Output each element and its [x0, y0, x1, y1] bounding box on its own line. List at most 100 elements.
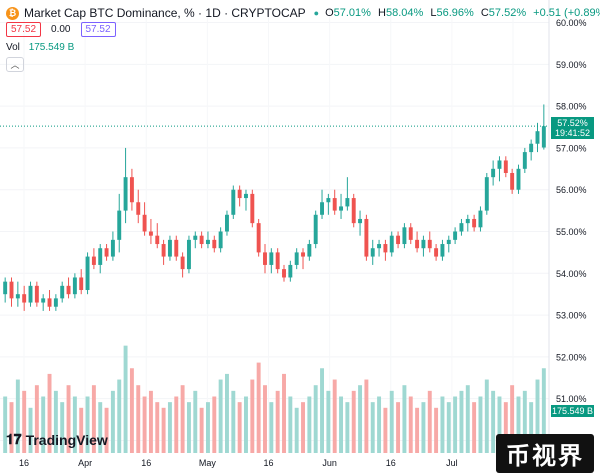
volume-bar [459, 390, 464, 453]
volume-bar [22, 390, 27, 453]
volume-bar [415, 407, 420, 453]
open-label: O [325, 7, 334, 19]
candle-body [320, 202, 324, 215]
bitcoin-icon: ₿ [6, 6, 19, 20]
candle-body [313, 214, 318, 245]
volume-bar [402, 385, 407, 453]
volume-bar [237, 402, 242, 453]
symbol-title[interactable]: Market Cap BTC Dominance, % · 1D · CRYPT… [24, 6, 306, 20]
candle-body [98, 248, 103, 265]
volume-bar [320, 368, 324, 453]
candle-body [79, 277, 84, 291]
volume-bar [522, 390, 527, 453]
volume-bar [351, 390, 356, 453]
volume-bar [3, 396, 8, 453]
volume-bar [497, 396, 502, 453]
volume-bar [269, 402, 274, 453]
candle-body [288, 264, 293, 278]
volume-bar [465, 385, 470, 453]
close-value: 57.52% [488, 7, 527, 19]
volume-value: 175.549 B [28, 42, 75, 53]
volume-bar [332, 379, 337, 453]
candle-body [15, 294, 20, 299]
candle-body [28, 285, 33, 303]
candle-body [415, 239, 420, 249]
candle-body [174, 239, 179, 257]
candle-body [180, 256, 185, 270]
volume-bar [484, 379, 489, 453]
candle-body [377, 244, 382, 249]
volume-bar [427, 390, 432, 453]
y-tick-label: 52.00% [556, 352, 587, 362]
last-price-value: 57.52% [557, 118, 588, 128]
candle-body [446, 239, 451, 245]
candle-body [237, 189, 242, 199]
volume-label: Vol [6, 42, 20, 53]
volume-legend[interactable]: Vol 175.549 B [6, 42, 74, 53]
volume-bar [478, 396, 483, 453]
volume-bar [313, 385, 318, 453]
x-tick-label: 16 [263, 458, 273, 468]
x-tick-label: 16 [141, 458, 151, 468]
candle-body [516, 168, 521, 190]
candlestick-series[interactable] [3, 104, 546, 311]
volume-bar [491, 390, 496, 453]
volume-bar [275, 390, 280, 453]
candle-body [199, 235, 204, 245]
candle-body [478, 210, 483, 228]
candle-body [104, 248, 109, 257]
candle-body [85, 256, 90, 291]
tradingview-logo[interactable]: 𝟏𝟕 TradingView [6, 431, 108, 448]
collapse-legend-button[interactable]: ︿ [6, 57, 24, 72]
volume-bar [377, 396, 382, 453]
volume-bar [41, 396, 46, 453]
tradingview-icon: 𝟏𝟕 [6, 431, 22, 447]
symbol-legend[interactable]: ₿ Market Cap BTC Dominance, % · 1D · CRY… [6, 4, 600, 22]
candle-body [358, 218, 363, 224]
candle-body [205, 239, 210, 245]
volume-bar [142, 396, 147, 453]
buy-price-button[interactable]: 57.52 [80, 22, 116, 37]
price-axis[interactable]: 60.00% 59.00% 58.00% 57.00% 56.00% 55.00% 54.0… [548, 0, 587, 453]
volume-bar [408, 396, 413, 453]
volume-bar [389, 390, 394, 453]
volume-bar [440, 396, 445, 453]
volume-bar [212, 396, 217, 453]
candle-body [231, 189, 236, 215]
volume-bar [345, 402, 350, 453]
candle-body [491, 168, 496, 178]
candle-body [396, 235, 401, 245]
volume-bar [503, 402, 508, 453]
volume-bar [453, 396, 458, 453]
y-tick-label: 54.00% [556, 269, 587, 279]
volume-bar [180, 385, 185, 453]
volume-bar [34, 385, 39, 453]
candle-body [148, 231, 153, 236]
candle-body [22, 294, 27, 303]
bar-countdown: 19:41:52 [554, 128, 591, 138]
candle-body [307, 244, 312, 257]
candle-body [60, 285, 65, 299]
close-label: C [480, 7, 489, 19]
market-status-dot-icon: ● [313, 8, 320, 18]
candle-body [351, 198, 356, 224]
y-tick-label: 60.00% [556, 18, 587, 28]
candle-body [465, 218, 470, 224]
volume-bar [244, 396, 248, 453]
y-tick-label: 51.00% [556, 394, 587, 404]
time-axis[interactable]: 16Apr16May16Jun16Jul16 [19, 458, 518, 468]
candle-body [53, 298, 58, 307]
volume-bar [263, 385, 267, 453]
sell-price-button[interactable]: 57.52 [6, 22, 42, 37]
volume-bar [446, 402, 451, 453]
high-value: 58.04% [385, 7, 424, 19]
volume-bar [104, 407, 109, 453]
candle-body [370, 248, 375, 257]
volume-bar [186, 402, 191, 453]
open-value: 57.01% [333, 7, 371, 19]
volume-bar [364, 379, 369, 453]
volume-bar [53, 390, 58, 453]
volume-bar [383, 407, 388, 453]
volume-bar [472, 402, 477, 453]
